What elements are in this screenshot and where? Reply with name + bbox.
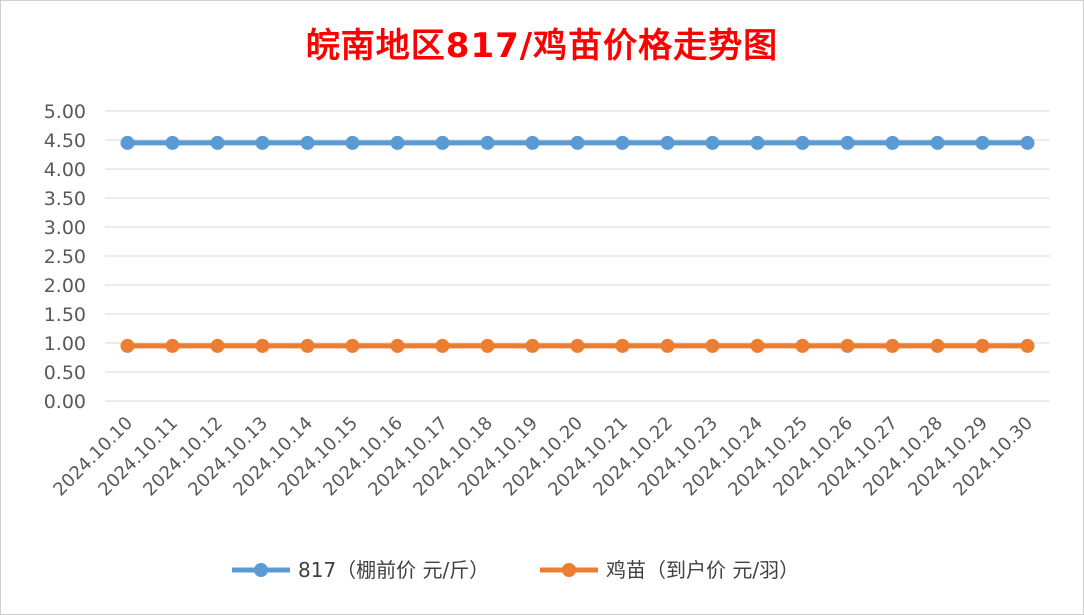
series-1 bbox=[120, 135, 1035, 150]
data-point bbox=[1020, 338, 1035, 353]
y-tick-label: 2.50 bbox=[44, 246, 86, 268]
data-point bbox=[390, 135, 405, 150]
data-point bbox=[795, 338, 810, 353]
data-point bbox=[255, 135, 270, 150]
legend-label: 鸡苗（到户价 元/羽） bbox=[606, 558, 799, 582]
data-point bbox=[705, 338, 720, 353]
data-point bbox=[750, 338, 765, 353]
data-point bbox=[885, 135, 900, 150]
legend: 817（棚前价 元/斤） 鸡苗（到户价 元/羽） bbox=[232, 558, 799, 582]
data-point bbox=[570, 338, 585, 353]
gridlines bbox=[105, 110, 1050, 402]
series-2 bbox=[120, 338, 1035, 353]
data-point bbox=[435, 135, 450, 150]
data-point bbox=[435, 338, 450, 353]
data-point bbox=[210, 338, 225, 353]
data-point bbox=[300, 338, 315, 353]
legend-swatch-marker bbox=[562, 563, 576, 577]
data-point bbox=[660, 338, 675, 353]
legend-item: 鸡苗（到户价 元/羽） bbox=[540, 558, 799, 582]
data-point bbox=[210, 135, 225, 150]
data-point bbox=[615, 135, 630, 150]
data-point bbox=[255, 338, 270, 353]
data-point bbox=[1020, 135, 1035, 150]
data-point bbox=[120, 135, 135, 150]
data-point bbox=[345, 338, 360, 353]
data-point bbox=[480, 338, 495, 353]
data-point bbox=[840, 135, 855, 150]
legend-swatch-marker bbox=[254, 563, 268, 577]
y-tick-label: 1.00 bbox=[44, 333, 86, 355]
data-point bbox=[840, 338, 855, 353]
y-tick-label: 0.50 bbox=[44, 362, 86, 384]
y-tick-label: 2.00 bbox=[44, 275, 86, 297]
data-point bbox=[975, 135, 990, 150]
y-tick-label: 0.00 bbox=[44, 391, 86, 413]
data-point bbox=[525, 135, 540, 150]
data-point bbox=[615, 338, 630, 353]
data-point bbox=[795, 135, 810, 150]
y-tick-label: 4.50 bbox=[44, 130, 86, 152]
x-axis-ticks: 2024.10.102024.10.112024.10.122024.10.13… bbox=[49, 413, 1037, 501]
y-tick-label: 3.00 bbox=[44, 217, 86, 239]
y-tick-label: 5.00 bbox=[44, 101, 86, 123]
legend-item: 817（棚前价 元/斤） bbox=[232, 558, 489, 582]
data-point bbox=[570, 135, 585, 150]
y-tick-label: 4.00 bbox=[44, 159, 86, 181]
data-point bbox=[525, 338, 540, 353]
y-axis-ticks: 0.00 0.50 1.00 1.50 2.00 2.50 3.00 3.50 4.00 4.50… bbox=[44, 101, 86, 413]
data-point bbox=[345, 135, 360, 150]
data-point bbox=[975, 338, 990, 353]
data-point bbox=[165, 135, 180, 150]
data-point bbox=[390, 338, 405, 353]
data-point bbox=[660, 135, 675, 150]
data-point bbox=[165, 338, 180, 353]
data-point bbox=[930, 338, 945, 353]
data-point bbox=[480, 135, 495, 150]
series-group bbox=[120, 135, 1035, 353]
data-point bbox=[120, 338, 135, 353]
data-point bbox=[300, 135, 315, 150]
data-point bbox=[705, 135, 720, 150]
data-point bbox=[885, 338, 900, 353]
legend-label: 817（棚前价 元/斤） bbox=[298, 558, 489, 582]
chart-title: 皖南地区817/鸡苗价格走势图 bbox=[305, 26, 779, 66]
y-tick-label: 1.50 bbox=[44, 304, 86, 326]
data-point bbox=[930, 135, 945, 150]
y-tick-label: 3.50 bbox=[44, 188, 86, 210]
data-point bbox=[750, 135, 765, 150]
